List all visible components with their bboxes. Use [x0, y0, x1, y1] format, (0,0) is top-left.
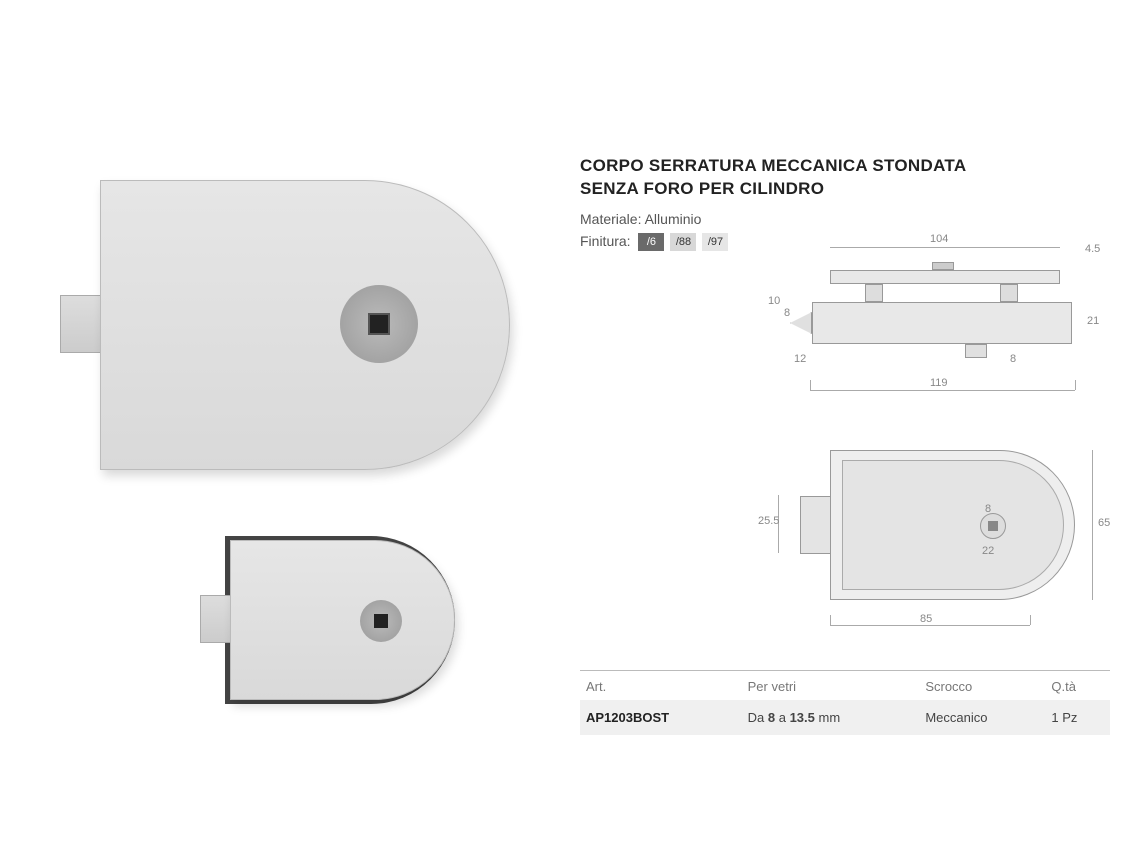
- product-title: CORPO SERRATURA MECCANICA STONDATA SENZA…: [580, 155, 1100, 201]
- square-hole-icon: [374, 614, 388, 628]
- th-latch: Scrocco: [919, 671, 1045, 701]
- dim-line: [830, 615, 831, 625]
- technical-diagrams: 104 4.5 10 8 12 21 8 119 25.5 8 22 65 85: [760, 225, 1110, 655]
- material-value: Alluminio: [645, 211, 702, 227]
- dia-tongue: [790, 312, 812, 334]
- dim-hub8: 8: [985, 503, 991, 515]
- finish-swatch: /97: [702, 233, 728, 251]
- glass-prefix: Da: [748, 710, 768, 725]
- dim-12: 12: [794, 353, 806, 365]
- dim-line: [830, 625, 1030, 626]
- dim-85: 85: [920, 613, 932, 625]
- dim-line: [1075, 380, 1076, 390]
- dim-line: [1092, 450, 1093, 600]
- dia-peg: [1000, 284, 1018, 302]
- dim-10: 10: [768, 295, 780, 307]
- photo-latch-small: [200, 595, 232, 643]
- th-art: Art.: [580, 671, 742, 701]
- title-line1: CORPO SERRATURA MECCANICA STONDATA: [580, 156, 966, 175]
- product-photo-small: [200, 540, 460, 710]
- dim-line: [810, 380, 811, 390]
- material-label: Materiale:: [580, 211, 641, 227]
- dia-stub: [965, 344, 987, 358]
- dia-peg: [865, 284, 883, 302]
- dim-104: 104: [930, 233, 948, 245]
- title-line2: SENZA FORO PER CILINDRO: [580, 179, 824, 198]
- square-hole-icon: [368, 313, 390, 335]
- td-qty: 1 Pz: [1045, 700, 1110, 735]
- dia-peg: [932, 262, 954, 270]
- th-qty: Q.tà: [1045, 671, 1110, 701]
- square-hole-icon: [988, 521, 998, 531]
- dia-body: [812, 302, 1072, 344]
- td-latch: Meccanico: [919, 700, 1045, 735]
- photo-body: [100, 180, 510, 470]
- product-datasheet: CORPO SERRATURA MECCANICA STONDATA SENZA…: [0, 0, 1126, 845]
- dim-65: 65: [1098, 517, 1110, 529]
- dim-22: 22: [982, 545, 994, 557]
- product-photo-large: [60, 180, 520, 480]
- dim-line: [830, 247, 1060, 248]
- dim-line: [810, 390, 1075, 391]
- dim-119: 119: [930, 377, 948, 389]
- dia-hub: [980, 513, 1006, 539]
- dia-plate: [830, 270, 1060, 284]
- table-header-row: Art. Per vetri Scrocco Q.tà: [580, 671, 1110, 701]
- photo-latch: [60, 295, 102, 353]
- dim-8b: 8: [1010, 353, 1016, 365]
- finish-swatch: /88: [670, 233, 696, 251]
- glass-unit: mm: [815, 710, 840, 725]
- dim-line: [1030, 615, 1031, 625]
- dim-4-5: 4.5: [1085, 243, 1100, 255]
- td-glass: Da 8 a 13.5 mm: [742, 700, 920, 735]
- dia-inner: [842, 460, 1064, 590]
- table-row: AP1203BOST Da 8 a 13.5 mm Meccanico 1 Pz: [580, 700, 1110, 735]
- photo-hub-small: [360, 600, 402, 642]
- glass-mid: a: [775, 710, 789, 725]
- photo-hub: [340, 285, 418, 363]
- td-art: AP1203BOST: [580, 700, 742, 735]
- finish-label: Finitura:: [580, 233, 631, 249]
- dim-25-5: 25.5: [758, 515, 779, 527]
- photo-body-small: [230, 540, 455, 700]
- dia-latch: [800, 496, 832, 554]
- finish-swatches: /6/88/97: [638, 233, 728, 251]
- finish-swatch: /6: [638, 233, 664, 251]
- dim-21: 21: [1087, 315, 1099, 327]
- th-glass: Per vetri: [742, 671, 920, 701]
- spec-table: Art. Per vetri Scrocco Q.tà AP1203BOST D…: [580, 670, 1110, 735]
- diagram-front-view: [800, 450, 1080, 605]
- glass-max: 13.5: [790, 710, 815, 725]
- diagram-side-view: [800, 270, 1080, 360]
- dim-8: 8: [784, 307, 790, 319]
